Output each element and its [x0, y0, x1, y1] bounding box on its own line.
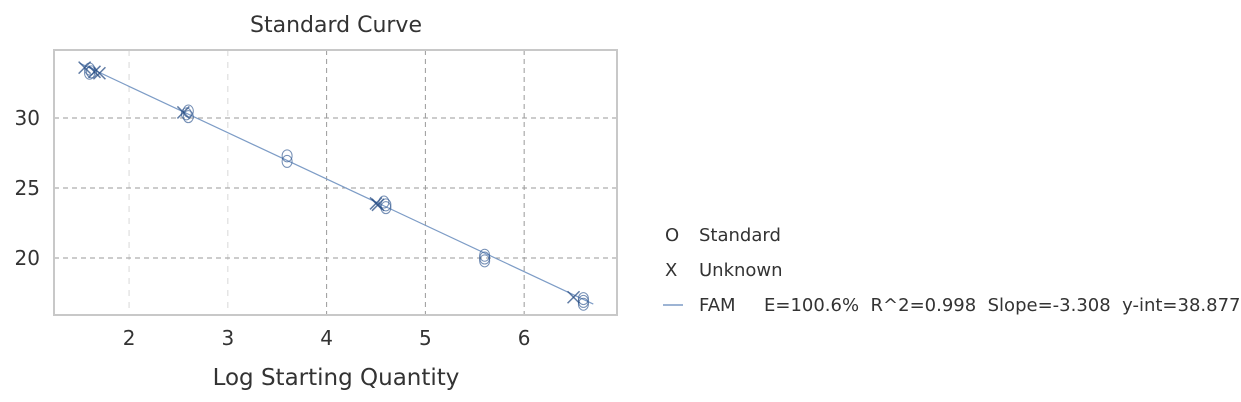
legend-fit-stats: E=100.6% R^2=0.998 Slope=-3.308 y-int=38…	[764, 295, 1240, 316]
fit-line	[79, 62, 594, 305]
x-tick-label: 3	[221, 326, 234, 350]
x-tick-label: 6	[518, 326, 531, 350]
chart-title: Standard Curve	[250, 13, 422, 38]
plot-area	[53, 49, 618, 316]
unknown-point	[87, 65, 102, 79]
x-axis-label: Log Starting Quantity	[213, 365, 460, 391]
x-tick-label: 4	[320, 326, 333, 350]
unknown-point	[78, 61, 92, 75]
standard-point	[378, 195, 390, 209]
standard-point	[281, 154, 293, 168]
legend-standard-marker: O	[665, 225, 679, 246]
y-tick-label: 30	[15, 106, 40, 130]
unknown-point	[371, 198, 385, 212]
standard-point	[86, 65, 98, 79]
standard-point	[479, 248, 491, 262]
x-tick-label: 2	[123, 326, 136, 350]
y-tick-label: 25	[15, 176, 40, 200]
legend-standard: Standard	[699, 225, 781, 246]
legend-unknown: Unknown	[699, 260, 783, 281]
standard-point	[479, 251, 491, 265]
legend: O Standard X Unknown FAM E=100.6% R^2=0.…	[663, 225, 1240, 316]
unknown-point	[567, 290, 581, 304]
standard-point	[380, 198, 392, 212]
standard-point	[281, 149, 293, 163]
legend-fam: FAM	[699, 295, 736, 316]
unknown-point	[92, 66, 106, 80]
standard-point	[182, 110, 194, 124]
standard-point	[577, 292, 589, 306]
standard-point	[577, 297, 589, 311]
standard-point	[479, 254, 491, 268]
x-tick-label: 5	[419, 326, 432, 350]
y-tick-label: 20	[15, 246, 40, 270]
legend-unknown-marker: X	[665, 260, 677, 281]
unknown-point	[176, 105, 190, 119]
